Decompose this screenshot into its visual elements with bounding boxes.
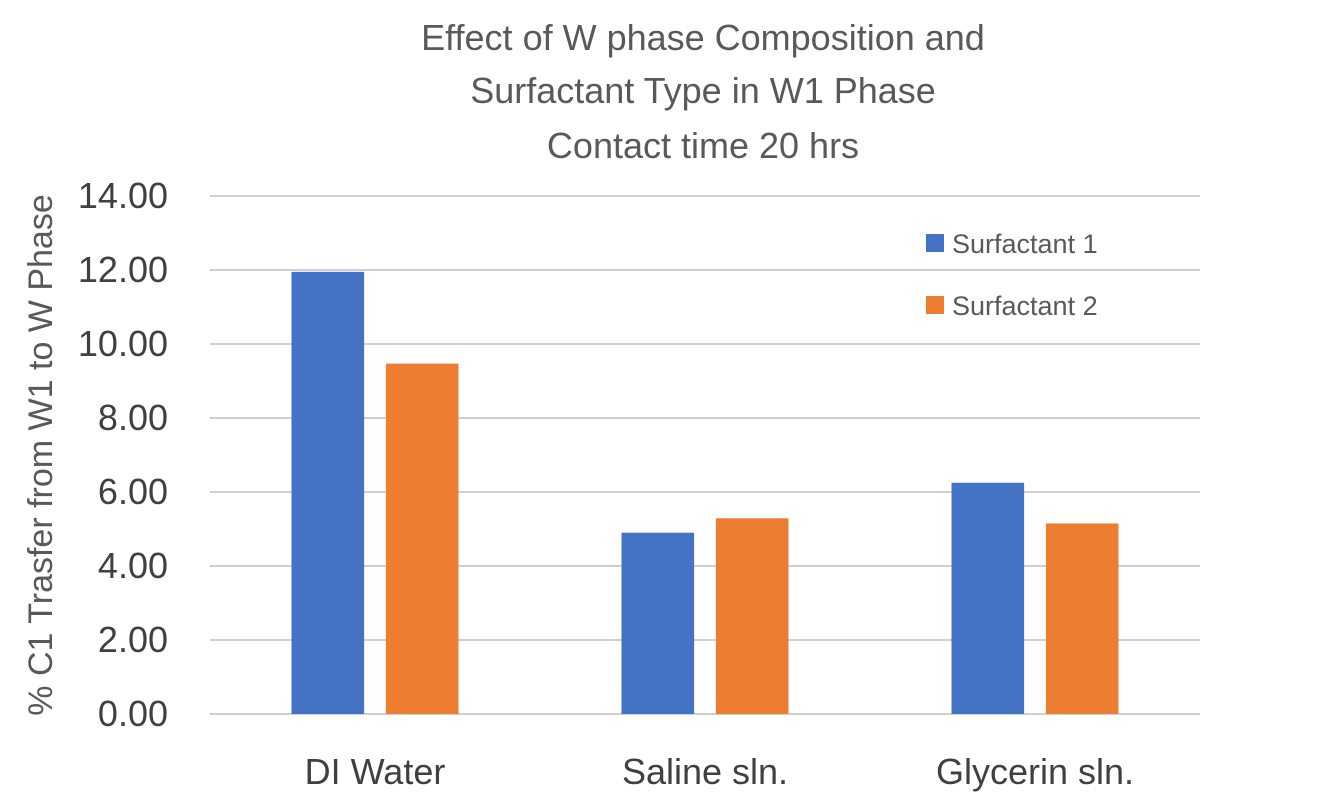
chart-title: Effect of W phase Composition and Surfac… bbox=[421, 17, 985, 166]
legend-swatch bbox=[926, 296, 944, 314]
y-tick-label: 2.00 bbox=[98, 619, 168, 660]
bar-2-glycerin-sln bbox=[1045, 523, 1119, 714]
legend-swatch bbox=[926, 234, 944, 252]
bar-1-saline-sln bbox=[621, 532, 695, 714]
chart-title-line-1: Effect of W phase Composition and bbox=[421, 17, 985, 58]
y-tick-label: 12.00 bbox=[78, 249, 168, 290]
bars bbox=[291, 271, 1119, 714]
y-tick-label: 0.00 bbox=[98, 693, 168, 734]
gridlines bbox=[210, 195, 1200, 715]
x-category-label: DI Water bbox=[305, 751, 446, 792]
bar-1-di-water bbox=[291, 271, 365, 714]
y-axis-tick-labels: 0.00 2.00 4.00 6.00 8.00 10.00 12.00 14.00 bbox=[78, 175, 168, 734]
legend-label: Surfactant 1 bbox=[952, 229, 1098, 259]
y-tick-label: 10.00 bbox=[78, 323, 168, 364]
x-category-label: Saline sln. bbox=[622, 751, 788, 792]
bar-2-di-water bbox=[385, 363, 459, 714]
bar-2-saline-sln bbox=[715, 518, 789, 714]
y-tick-label: 6.00 bbox=[98, 471, 168, 512]
y-tick-label: 8.00 bbox=[98, 397, 168, 438]
legend-label: Surfactant 2 bbox=[952, 291, 1098, 321]
x-axis-category-labels: DI Water Saline sln. Glycerin sln. bbox=[305, 751, 1134, 792]
chart-title-line-3: Contact time 20 hrs bbox=[547, 125, 859, 166]
y-tick-label: 4.00 bbox=[98, 545, 168, 586]
legend: Surfactant 1 Surfactant 2 bbox=[926, 229, 1098, 321]
y-axis-title: % C1 Trasfer from W1 to W Phase bbox=[22, 194, 60, 715]
x-category-label: Glycerin sln. bbox=[936, 751, 1134, 792]
y-tick-label: 14.00 bbox=[78, 175, 168, 216]
bar-1-glycerin-sln bbox=[951, 482, 1025, 714]
chart-title-line-2: Surfactant Type in W1 Phase bbox=[470, 70, 936, 111]
